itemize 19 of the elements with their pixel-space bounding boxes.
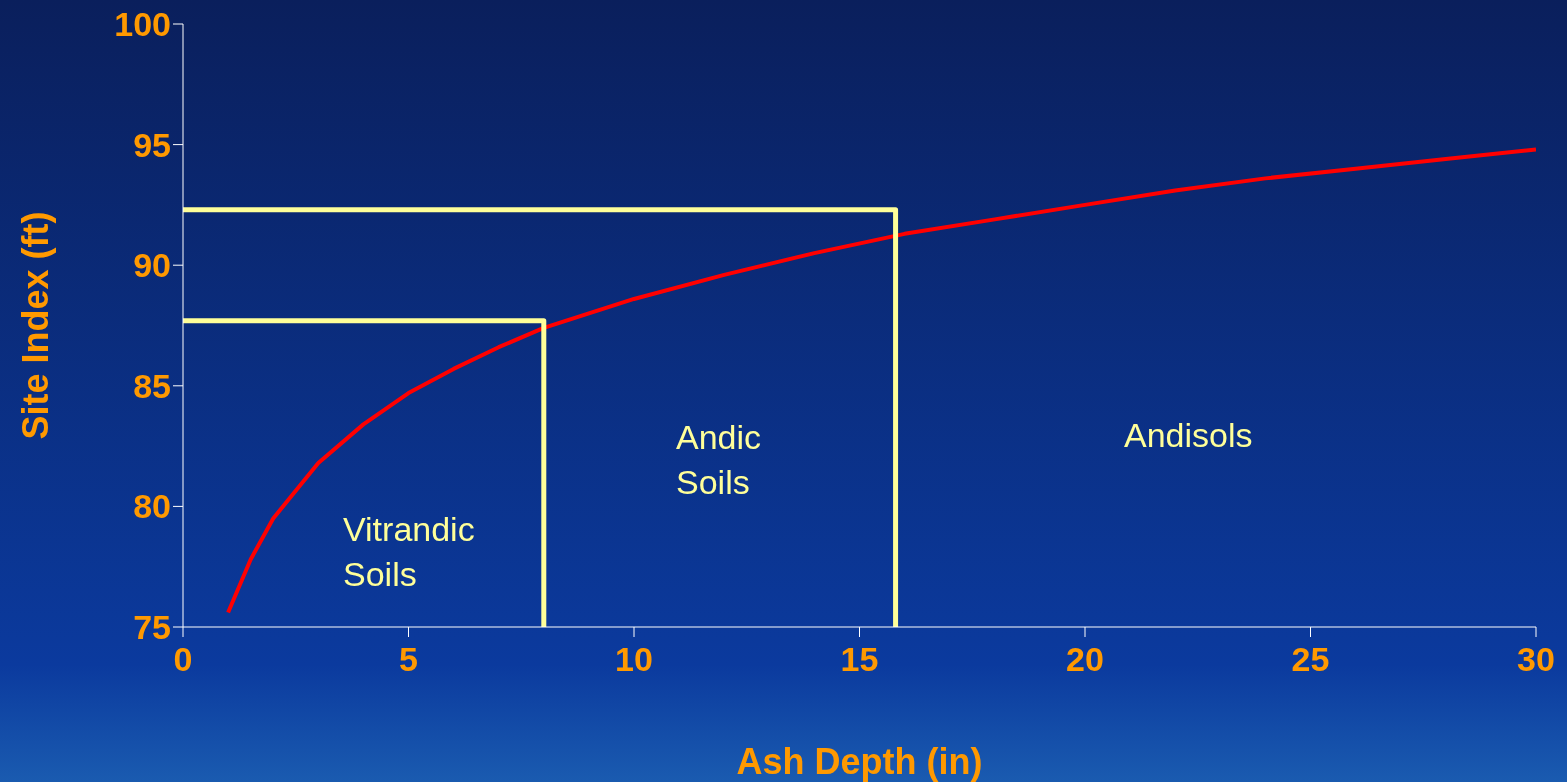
x-tick-label: 30 [1517,640,1555,679]
annotation: Vitrandic Soils [343,510,475,593]
annotation: Andisols [1124,416,1253,454]
y-tick-label: 75 [133,608,171,647]
x-tick-label: 0 [173,640,193,679]
y-tick-label: 80 [133,487,171,526]
x-tick-label: 5 [399,640,418,679]
x-tick-label: 10 [615,640,653,679]
y-tick-label: 95 [133,125,171,164]
y-axis-title: Site Index (ft) [14,211,56,440]
y-tick-label: 85 [133,366,171,405]
x-tick-label: 15 [840,640,879,679]
x-axis-title: Ash Depth (in) [736,741,983,782]
y-tick-label: 90 [133,246,171,285]
x-tick-label: 25 [1291,640,1330,679]
x-tick-label: 20 [1066,640,1104,679]
y-tick-label: 100 [114,5,171,44]
line-series [226,147,1536,615]
annotation: Andic Soils [676,418,762,501]
